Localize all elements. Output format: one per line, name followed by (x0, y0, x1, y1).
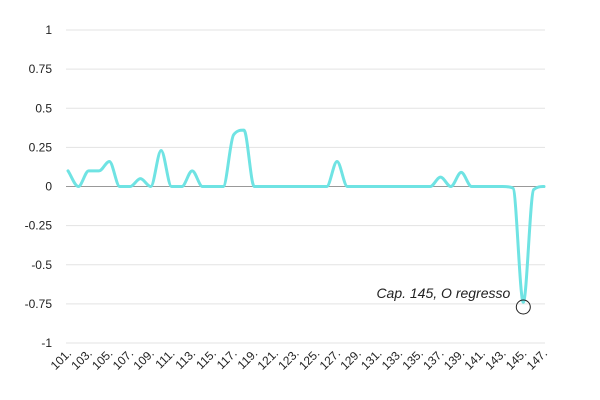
x-tick-label: 131. (358, 346, 384, 372)
y-tick-label: 0.5 (35, 101, 52, 115)
x-tick-label: 141. (462, 346, 488, 372)
x-tick-label: 125. (296, 346, 322, 372)
x-tick-label: 147. (524, 346, 550, 372)
x-tick-label: 123. (275, 346, 301, 372)
y-tick-label: -1 (41, 336, 52, 350)
x-tick-label: 105. (89, 346, 115, 372)
y-tick-label: -0.25 (25, 219, 53, 233)
x-tick-label: 117. (214, 346, 240, 372)
x-tick-label: 133. (379, 346, 405, 372)
x-tick-label: 127. (317, 346, 343, 372)
x-tick-label: 101. (48, 346, 74, 372)
x-tick-label: 111. (152, 346, 177, 371)
y-tick-label: 0.75 (29, 62, 53, 76)
x-tick-label: 135. (400, 346, 426, 372)
x-tick-label: 143. (482, 346, 508, 372)
x-tick-label: 109. (130, 346, 156, 372)
x-tick-label: 113. (173, 346, 199, 372)
x-tick-label: 107. (110, 346, 136, 372)
series-line (66, 128, 546, 304)
annotation-label: Cap. 145, O regresso (376, 285, 510, 301)
x-tick-label: 139. (441, 346, 467, 372)
x-axis-tick-labels: 101.103.105.107.109.111.113.115.117.119.… (48, 346, 550, 372)
x-tick-label: 129. (337, 346, 363, 372)
x-tick-label: 103. (68, 346, 94, 372)
x-tick-label: 145. (503, 346, 529, 372)
x-tick-label: 119. (235, 346, 261, 372)
x-tick-label: 121. (255, 346, 281, 372)
y-tick-label: 0.25 (29, 140, 53, 154)
y-axis-tick-labels: 1 0.75 0.5 0.25 0 -0.25 -0.5 -0.75 -1 (25, 23, 53, 350)
y-tick-label: 1 (45, 23, 52, 37)
annotation-marker (515, 299, 531, 315)
y-tick-label: 0 (45, 180, 52, 194)
x-tick-label: 115. (193, 346, 219, 372)
x-tick-label: 137. (420, 346, 446, 372)
y-tick-label: -0.5 (31, 258, 52, 272)
y-tick-label: -0.75 (25, 297, 53, 311)
